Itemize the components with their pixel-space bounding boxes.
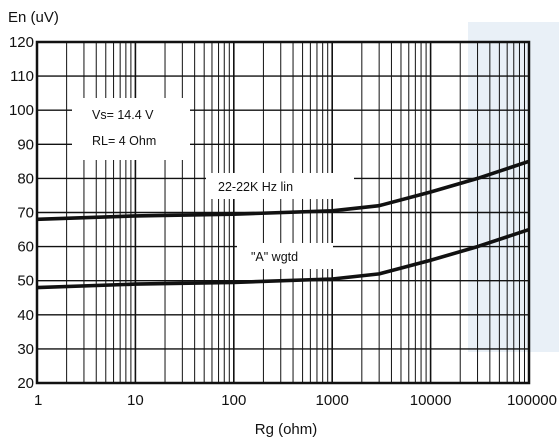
- series-lines: [36, 159, 530, 290]
- x-axis-title: Rg (ohm): [255, 421, 318, 438]
- x-tick-labels: 1 10 100 1000 10000 100000: [34, 392, 557, 409]
- series-line-lin: [36, 159, 530, 222]
- x-tick-label: 10: [127, 392, 144, 409]
- y-tick-label: 30: [17, 341, 34, 358]
- x-tick-label: 100000: [507, 392, 557, 409]
- y-tick-label: 120: [9, 34, 34, 51]
- y-tick-label: 90: [17, 136, 34, 153]
- y-tick-label: 110: [10, 68, 34, 85]
- x-tick-label: 100: [221, 392, 246, 409]
- y-tick-label: 40: [17, 307, 34, 324]
- series-label-lin: 22-22K Hz lin: [218, 180, 293, 194]
- series-label-bg-awgtd: [237, 243, 333, 269]
- series-line-awgtd: [36, 227, 530, 290]
- y-tick-label: 50: [17, 273, 34, 290]
- conditions-box: [72, 98, 190, 160]
- series-label-awgtd: "A" wgtd: [251, 250, 298, 264]
- x-tick-label: 1: [34, 392, 42, 409]
- y-tick-labels: 20 30 40 50 60 70 80 90 100 110 120: [9, 34, 34, 392]
- series-label-bg-lin: [206, 173, 354, 199]
- y-tick-label: 60: [17, 239, 34, 256]
- x-tick-label: 1000: [316, 392, 349, 409]
- y-tick-label: 20: [17, 375, 34, 392]
- condition-load-resistance: RL= 4 Ohm: [92, 134, 156, 148]
- plot-border: [35, 40, 531, 385]
- y-tick-label: 100: [9, 102, 34, 119]
- y-axis-title: En (uV): [8, 9, 59, 26]
- y-tick-label: 70: [17, 205, 34, 222]
- x-tick-label: 10000: [410, 392, 452, 409]
- plot-frame: [35, 40, 531, 385]
- y-tick-label: 80: [17, 170, 34, 187]
- condition-supply-voltage: Vs= 14.4 V: [92, 108, 154, 122]
